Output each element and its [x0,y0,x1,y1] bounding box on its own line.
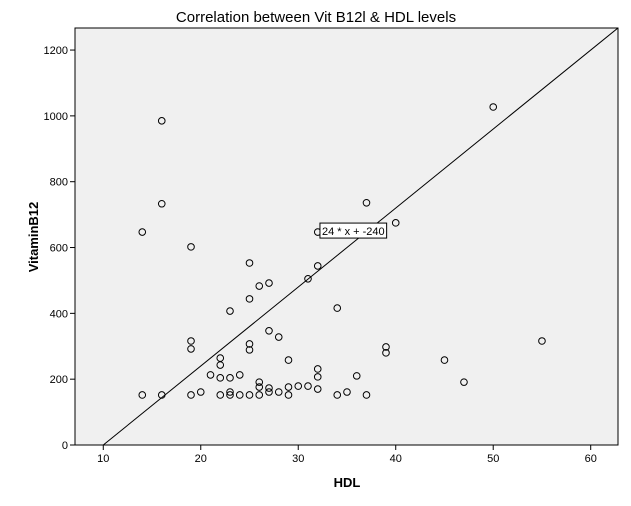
point [313,365,322,373]
x-tick-label: 40 [390,453,402,465]
point [333,391,342,399]
point [196,388,205,396]
point [313,385,322,393]
point [440,356,449,364]
point [274,333,283,341]
point [187,391,195,399]
point [265,326,273,335]
point [284,383,293,391]
y-tick-label: 400 [50,308,68,320]
point [226,374,234,382]
y-tick-label: 800 [50,177,68,189]
point [226,307,234,315]
point [294,382,303,390]
x-axis-title: HDL [334,475,361,490]
point [255,383,264,391]
point [245,346,254,354]
point [313,373,322,381]
point [391,219,400,227]
point [216,374,225,382]
y-axis-title: VitaminB12 [26,202,41,273]
point [245,259,254,267]
point [235,371,244,379]
point [352,372,361,380]
y-tick-label: 1000 [44,111,68,123]
fit-label-text: 24 * x + -240 [322,226,385,238]
point [255,391,264,399]
point [333,304,342,312]
point [265,279,273,287]
point [187,337,195,345]
point [304,274,312,283]
point [382,349,390,357]
y-tick-label: 1200 [44,45,68,57]
point [460,378,468,386]
point [245,295,254,303]
x-tick-label: 30 [292,453,304,465]
point [255,378,264,386]
x-tick-label: 60 [585,453,597,465]
chart-title: Correlation between Vit B12l & HDL level… [176,9,456,26]
point [362,198,371,207]
point [138,228,147,236]
x-tick-label: 50 [487,453,499,465]
point [362,391,371,399]
point [138,391,147,399]
point [313,262,322,270]
point [216,391,225,399]
fit-label: 24 * x + -240 [319,222,388,239]
y-tick-label: 600 [50,243,68,255]
point [274,388,283,396]
point [284,391,293,399]
point [157,117,166,125]
point [265,388,273,396]
point [206,371,215,379]
point [489,103,498,111]
point [343,388,351,396]
point [245,340,254,348]
point [284,356,293,364]
point [538,337,546,345]
point [226,388,234,396]
y-tick-label: 0 [62,440,68,452]
point [235,391,244,399]
point [304,382,312,390]
point [216,361,225,369]
point [382,343,390,351]
point [187,243,195,251]
point [157,199,166,208]
point [265,384,273,392]
point [255,282,264,290]
fit-label-box [319,222,388,239]
point [245,391,254,399]
point [157,391,166,399]
point [187,345,195,353]
point [226,391,234,399]
x-tick-label: 20 [195,453,207,465]
y-tick-label: 200 [50,374,68,386]
x-tick-label: 10 [97,453,109,465]
